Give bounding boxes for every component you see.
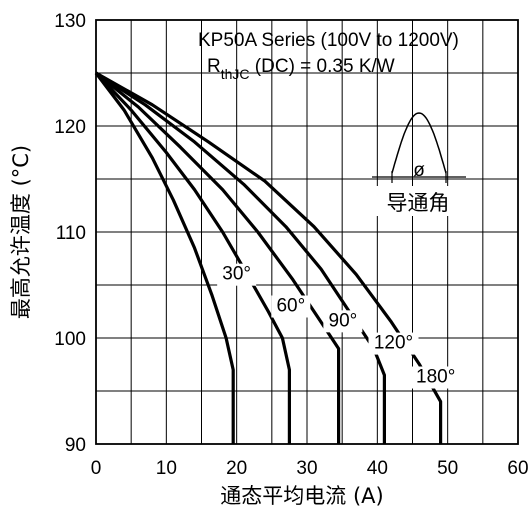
series-line-2 xyxy=(94,71,291,444)
y-axis-label: 最高允许温度 (°C) xyxy=(9,145,33,319)
x-tick-label: 50 xyxy=(437,458,458,479)
x-tick-label: 30 xyxy=(296,458,317,479)
y-tick-label: 110 xyxy=(56,223,86,244)
series-label-bg xyxy=(368,332,419,355)
series-label-2: 60° xyxy=(276,296,305,317)
series-label-1: 30° xyxy=(222,264,251,285)
rth-symbol: R xyxy=(207,56,221,77)
chart-subtitle: RthJC (DC) = 0.35 K/W xyxy=(207,56,395,82)
x-ticks: 0 10 20 30 40 50 60 xyxy=(91,458,529,479)
y-ticks: 90 100 110 120 130 xyxy=(54,11,86,456)
y-tick-label: 100 xyxy=(54,329,86,350)
conduction-angle-label: 导通角 xyxy=(387,191,450,215)
x-tick-label: 0 xyxy=(91,458,102,479)
plot-frame xyxy=(95,19,519,445)
x-tick-label: 20 xyxy=(226,458,247,479)
series-label-bg xyxy=(323,310,363,333)
inset-label-background xyxy=(370,186,466,216)
x-axis-label: 通态平均电流 (A) xyxy=(220,484,383,508)
series-line-4 xyxy=(95,71,386,444)
series-line-3 xyxy=(94,71,341,444)
series-label-3: 90° xyxy=(329,310,358,331)
y-tick-label: 90 xyxy=(65,435,86,456)
half-sine-wave xyxy=(391,112,447,174)
series-label-5: 180° xyxy=(416,367,455,388)
series-group xyxy=(94,71,443,444)
series-line-1 xyxy=(94,72,235,444)
series-label-4: 120° xyxy=(374,333,413,354)
series-label-bg xyxy=(410,366,461,389)
conduction-angle-inset: ø 导通角 xyxy=(370,112,466,216)
series-label-bg xyxy=(271,295,311,318)
rth-subscript: thJC xyxy=(221,66,250,82)
series-labels: 30° 60° 90° 120°180° xyxy=(217,263,461,389)
rth-value: (DC) = 0.35 K/W xyxy=(250,56,395,77)
series-label-bg xyxy=(217,263,257,286)
chart-title: KP50A Series (100V to 1200V) xyxy=(198,30,459,51)
phi-symbol: ø xyxy=(413,160,425,181)
y-tick-label: 120 xyxy=(54,117,86,138)
y-tick-label: 130 xyxy=(54,11,86,32)
x-tick-label: 60 xyxy=(507,458,528,479)
x-tick-label: 40 xyxy=(367,458,388,479)
x-tick-label: 10 xyxy=(156,458,177,479)
